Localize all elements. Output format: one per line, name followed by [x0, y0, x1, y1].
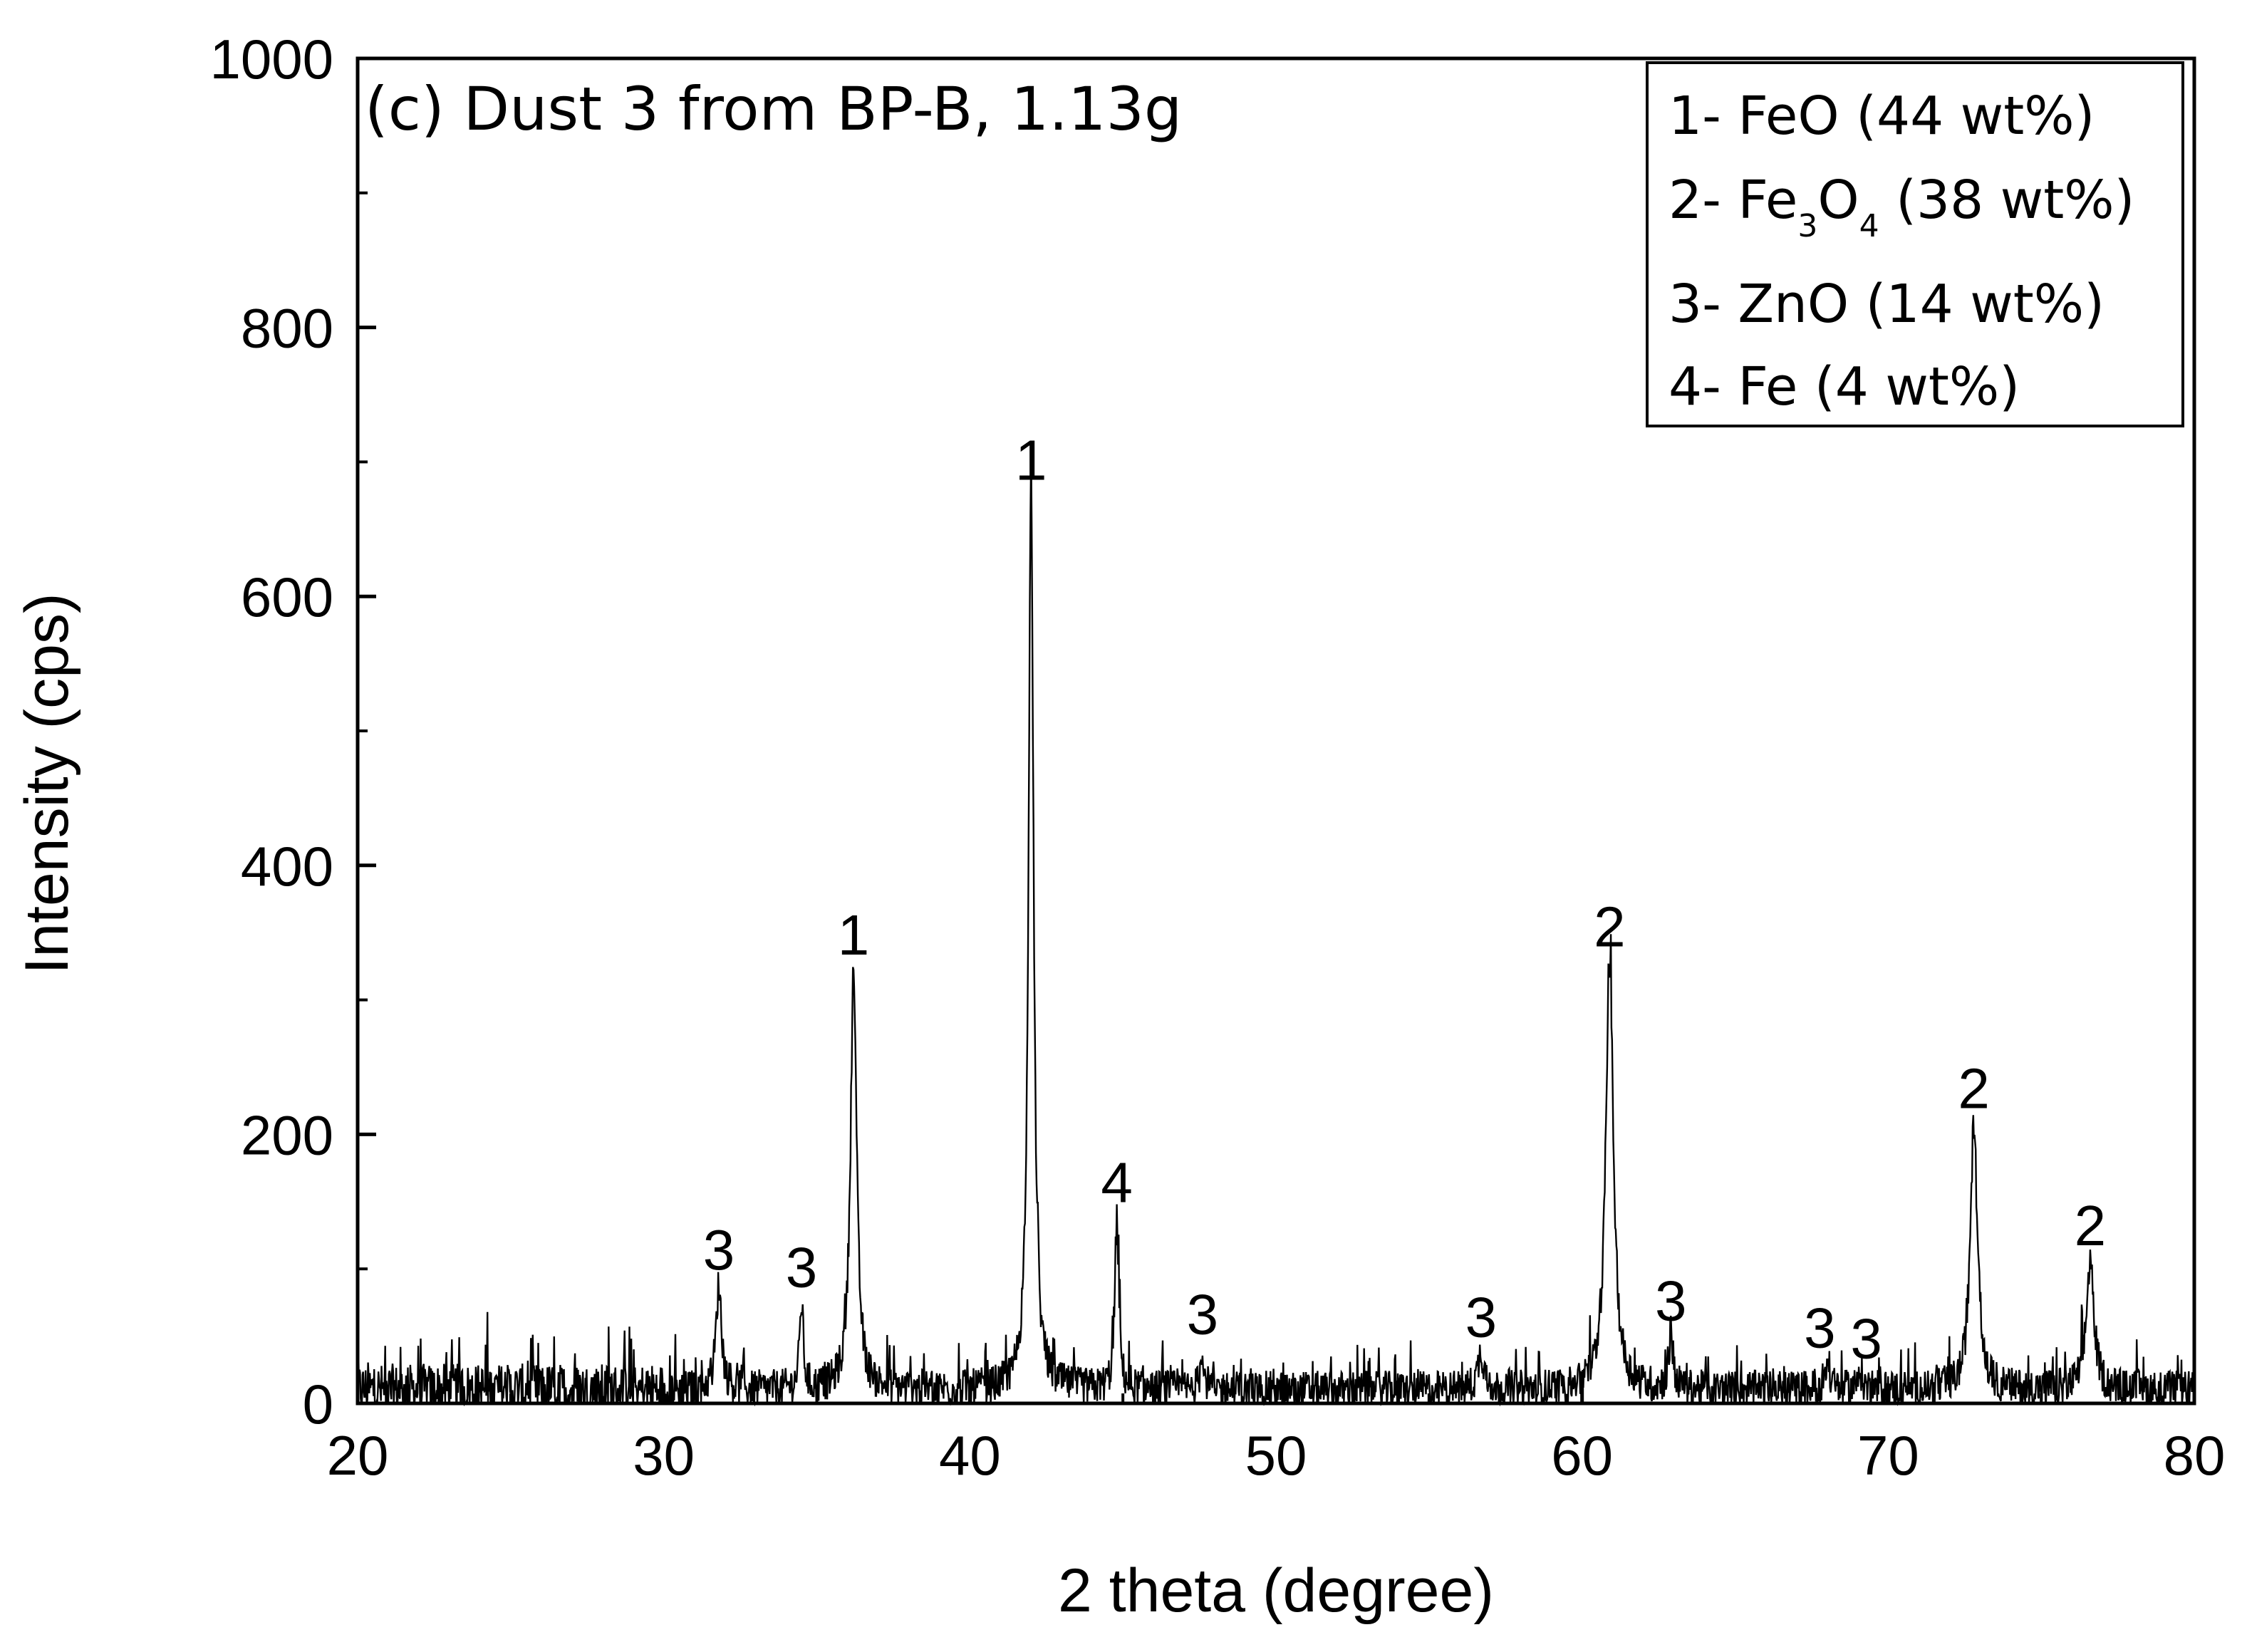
legend-entry-1-prefix: 1-	[1669, 85, 1738, 147]
xrd-trace	[356, 450, 2196, 1407]
legend-entry-3-prefix: 3-	[1669, 274, 1738, 335]
peak-label: 3	[1804, 1296, 1836, 1359]
legend-entry-2-name: Fe	[1738, 170, 1797, 231]
legend-entry-2-mid: O	[1817, 170, 1859, 231]
legend-entry-2: 2- Fe3O4 (38 wt%)	[1669, 170, 2134, 244]
x-tick-label: 70	[1857, 1424, 1919, 1487]
x-tick-label: 50	[1245, 1424, 1307, 1487]
legend: 1- FeO (44 wt%) 2- Fe3O4 (38 wt%) 3- ZnO…	[1646, 61, 2184, 427]
y-tick-label: 200	[241, 1103, 333, 1166]
y-tick-label: 0	[303, 1373, 333, 1435]
peak-label: 4	[1101, 1150, 1133, 1214]
legend-entry-3-name: ZnO	[1738, 274, 1849, 335]
legend-entry-3-suffix: (14 wt%)	[1849, 274, 2105, 335]
legend-entry-4-suffix: (4 wt%)	[1797, 356, 2020, 417]
peak-label: 3	[703, 1218, 735, 1282]
x-tick-label: 80	[2164, 1424, 2226, 1487]
peak-label: 1	[838, 903, 870, 967]
legend-entry-3: 3- ZnO (14 wt%)	[1669, 274, 2105, 335]
x-axis-title: 2 theta (degree)	[1058, 1557, 1494, 1625]
legend-entry-4-prefix: 4-	[1669, 356, 1738, 417]
x-tick-label: 40	[939, 1424, 1001, 1487]
peak-label: 1	[1015, 429, 1047, 492]
peak-label: 3	[1850, 1306, 1882, 1370]
legend-entry-2-prefix: 2-	[1669, 170, 1738, 231]
legend-entry-1: 1- FeO (44 wt%)	[1669, 85, 2095, 147]
legend-box	[1646, 61, 2184, 427]
y-tick-label: 800	[241, 297, 333, 360]
y-tick-label: 600	[241, 566, 333, 628]
x-tick-label: 60	[1551, 1424, 1613, 1487]
y-tick-label: 400	[241, 835, 333, 898]
xrd-series-line	[356, 450, 2196, 1407]
legend-entry-2-sub2: 4	[1859, 208, 1879, 244]
legend-entry-1-name: FeO	[1738, 85, 1839, 147]
legend-entry-2-sub1: 3	[1797, 208, 1817, 244]
peak-label: 3	[1465, 1285, 1498, 1349]
peak-label: 2	[1958, 1056, 1990, 1120]
legend-entry-2-suffix: (38 wt%)	[1879, 170, 2135, 231]
peak-label: 2	[1594, 895, 1626, 959]
peak-label: 3	[1655, 1269, 1687, 1333]
x-tick-label: 30	[633, 1424, 695, 1487]
panel-title: (c) Dust 3 from BP-B, 1.13g	[365, 74, 1182, 144]
x-tick-label: 20	[327, 1424, 389, 1487]
legend-entry-4-name: Fe	[1738, 356, 1797, 417]
legend-entry-4: 4- Fe (4 wt%)	[1669, 356, 2020, 417]
y-axis-title: Intensity (cps)	[13, 593, 81, 974]
peak-label: 3	[1187, 1282, 1219, 1346]
y-tick-label: 1000	[209, 28, 333, 90]
peak-label: 3	[786, 1235, 818, 1299]
peak-label: 2	[2075, 1194, 2107, 1257]
legend-entry-1-suffix: (44 wt%)	[1839, 85, 2095, 147]
